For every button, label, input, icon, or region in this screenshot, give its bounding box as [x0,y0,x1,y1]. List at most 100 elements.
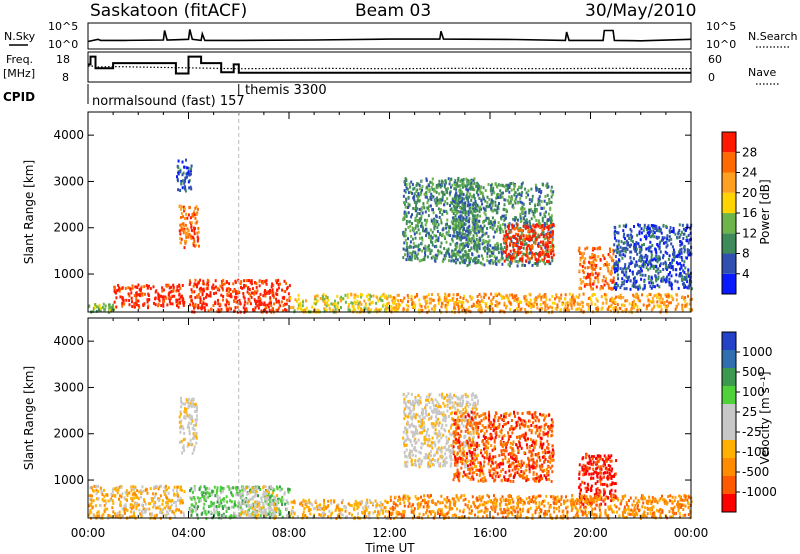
data-cell [223,498,226,502]
data-cell [668,230,671,234]
data-cell [511,197,514,201]
data-cell [548,236,551,240]
data-cell [626,243,629,247]
data-cell [182,427,185,431]
data-cell [202,306,205,310]
data-cell [125,298,128,302]
data-cell [229,499,232,503]
data-cell [445,226,448,230]
data-cell [513,187,515,191]
data-cell [499,183,502,187]
data-cell [96,514,99,518]
data-cell [455,187,458,191]
data-cell [182,179,184,183]
data-cell [546,245,549,249]
data-cell [194,206,197,210]
data-cell [483,211,486,215]
data-cell [354,301,357,304]
data-cell [115,514,118,518]
data-cell [414,226,417,230]
data-cell [323,307,326,311]
data-cell [368,293,371,297]
data-cell [344,300,347,304]
data-cell [179,426,182,430]
data-cell [551,238,554,242]
data-cell [639,273,642,277]
data-cell [451,239,454,243]
data-cell [220,491,222,495]
data-cell [635,247,638,251]
data-cell [440,241,443,245]
data-cell [423,206,426,210]
data-cell [382,303,385,307]
data-cell [193,226,196,230]
data-cell [280,487,283,491]
data-cell [123,504,126,508]
data-cell [196,239,199,243]
data-cell [245,307,248,311]
freq-ytick-top: 18 [56,53,70,66]
data-cell [509,260,512,264]
data-cell [681,303,684,307]
data-cell [581,305,584,308]
data-cell [188,279,191,283]
data-cell [674,279,677,283]
data-cell [195,441,198,445]
data-cell [297,293,300,297]
data-cell [576,307,579,311]
data-cell [603,283,606,287]
data-cell [645,304,648,308]
data-cell [346,295,349,299]
data-cell [508,190,511,194]
data-cell [497,196,500,199]
data-cell [612,252,615,256]
data-cell [188,283,191,286]
data-cell [656,243,659,246]
data-cell [457,223,460,227]
data-cell [157,487,160,491]
data-cell [502,222,504,226]
data-cell [549,235,552,238]
data-cell [202,279,205,283]
data-cell [154,297,156,301]
data-cell [638,232,641,236]
nsky-ytick-top: 10^5 [48,20,78,33]
data-cell [511,296,514,300]
data-cell [490,184,493,188]
data-cell [450,259,453,263]
data-cell [685,235,688,239]
data-cell [397,302,400,306]
data-cell [567,303,569,307]
data-cell [657,271,660,275]
data-cell [612,279,615,283]
data-cell [536,252,539,256]
data-cell [588,260,591,264]
data-cell [584,266,587,270]
data-cell [570,307,573,310]
data-cell [132,488,135,491]
data-cell [267,290,270,294]
data-cell [577,296,580,300]
data-cell [432,195,435,199]
data-cell [684,266,687,270]
data-cell [405,214,408,218]
data-cell [543,256,546,260]
data-cell [418,199,421,203]
data-cell [478,307,481,311]
data-cell [421,211,424,215]
nsky-ytick-bottom: 10^0 [48,38,78,51]
data-cell [376,296,379,300]
data-cell [89,511,92,515]
data-cell [590,285,592,289]
data-cell [646,255,649,259]
data-cell [685,304,688,308]
data-cell [531,194,534,198]
data-cell [665,295,668,298]
data-cell [375,307,378,311]
data-cell [117,283,120,287]
data-cell [615,248,618,252]
data-cell [648,292,651,296]
data-cell [535,252,537,255]
data-cell [586,272,589,276]
data-cell [580,281,583,285]
